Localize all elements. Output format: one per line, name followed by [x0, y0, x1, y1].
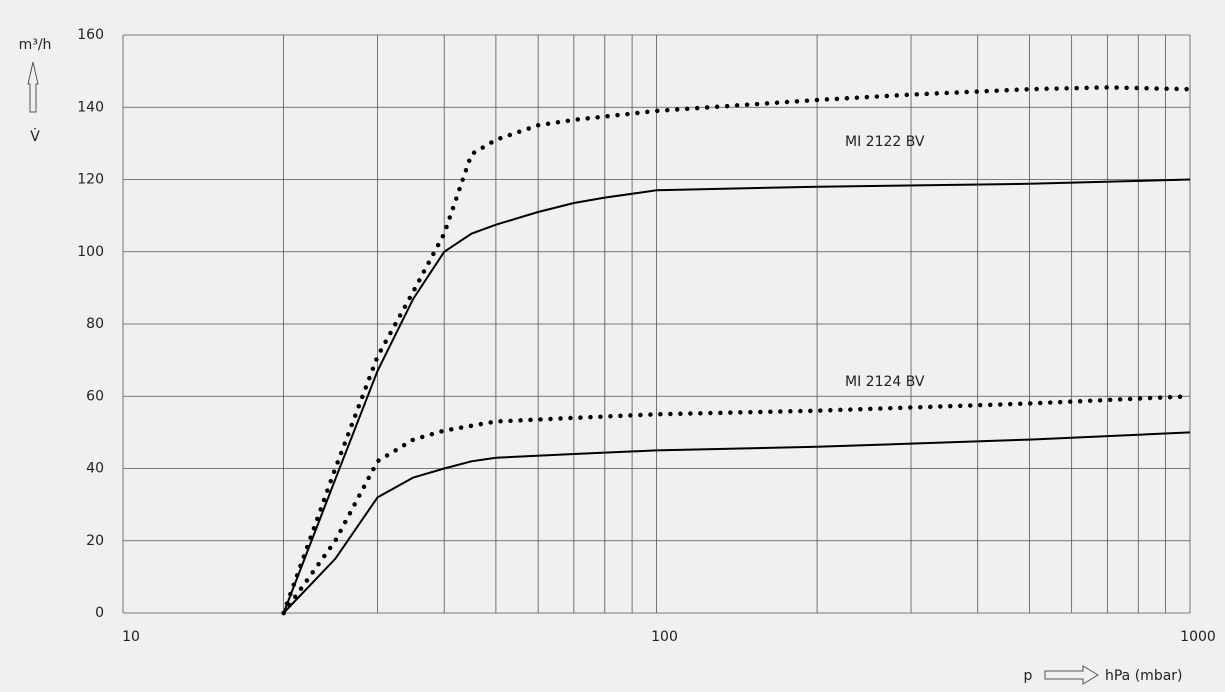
y-axis-symbol: V̇ [30, 128, 40, 145]
line-series [281, 394, 1193, 616]
curve-label: MI 2124 BV [845, 374, 925, 390]
x-axis-unit: hPa (mbar) [1105, 668, 1183, 684]
y-tick-label: 120 [77, 172, 104, 188]
y-tick-label: 40 [86, 461, 104, 477]
x-tick-label: 100 [651, 629, 678, 645]
x-tick-label: 1000 [1180, 629, 1216, 645]
y-tick-label: 60 [86, 388, 104, 404]
line-series [282, 178, 1191, 614]
line-series [281, 85, 1193, 616]
x-tick-label: 10 [122, 629, 140, 645]
y-axis-label: m³/h [19, 37, 52, 53]
x-axis-label: p [1024, 668, 1033, 684]
y-arrow [27, 61, 39, 113]
y-tick-label: 160 [77, 27, 104, 43]
y-tick-label: 80 [86, 316, 104, 332]
y-tick-label: 0 [95, 605, 104, 621]
line-series [282, 431, 1191, 614]
curve-label: MI 2122 BV [845, 134, 925, 150]
y-tick-label: 140 [77, 99, 104, 115]
x-arrow [1044, 665, 1099, 685]
y-tick-label: 100 [77, 244, 104, 260]
y-tick-label: 20 [86, 533, 104, 549]
